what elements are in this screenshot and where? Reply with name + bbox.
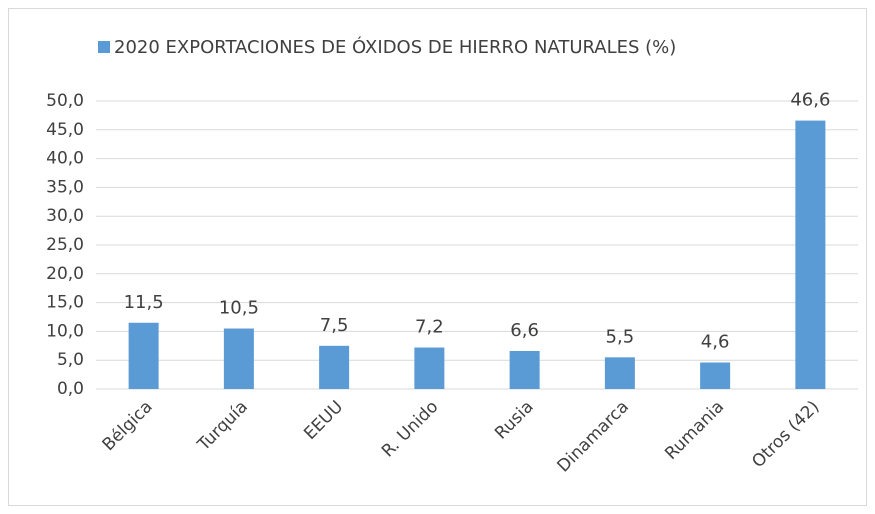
y-tick-label: 0,0	[57, 379, 84, 399]
legend-label: 2020 EXPORTACIONES DE ÓXIDOS DE HIERRO N…	[114, 36, 676, 58]
data-label: 6,6	[510, 320, 539, 341]
bar	[795, 120, 826, 390]
bar	[128, 322, 159, 389]
bar	[319, 345, 350, 389]
data-label: 46,6	[790, 90, 830, 111]
y-tick-label: 40,0	[46, 149, 84, 169]
legend-swatch	[98, 41, 110, 53]
y-tick-label: 50,0	[46, 91, 84, 111]
bar	[604, 357, 635, 389]
data-label: 5,5	[606, 326, 635, 347]
y-tick-label: 5,0	[57, 350, 84, 370]
y-tick-label: 35,0	[46, 177, 84, 197]
chart-border	[8, 8, 867, 506]
bar	[414, 347, 445, 389]
data-label: 4,6	[701, 332, 730, 353]
y-tick-label: 10,0	[46, 321, 84, 341]
bar	[700, 362, 731, 389]
y-tick-label: 45,0	[46, 120, 84, 140]
bar	[509, 350, 540, 389]
data-label: 10,5	[219, 298, 259, 319]
data-label: 7,5	[320, 315, 349, 336]
y-tick-label: 15,0	[46, 293, 84, 313]
y-tick-label: 30,0	[46, 206, 84, 226]
y-tick-label: 20,0	[46, 264, 84, 284]
y-tick-label: 25,0	[46, 235, 84, 255]
bar	[223, 328, 254, 389]
data-label: 11,5	[124, 292, 164, 313]
data-label: 7,2	[415, 317, 444, 338]
